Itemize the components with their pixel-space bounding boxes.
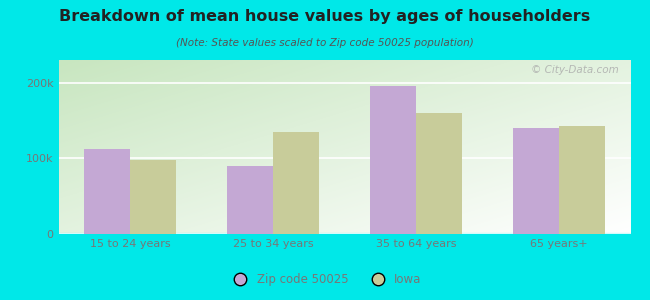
Bar bbox=[84, 149, 130, 234]
Text: (Note: State values scaled to Zip code 50025 population): (Note: State values scaled to Zip code 5… bbox=[176, 38, 474, 47]
Bar bbox=[227, 166, 273, 234]
Bar bbox=[514, 128, 559, 234]
Text: © City-Data.com: © City-Data.com bbox=[531, 65, 619, 75]
Bar bbox=[370, 86, 416, 234]
Legend: Zip code 50025, Iowa: Zip code 50025, Iowa bbox=[224, 269, 426, 291]
Bar bbox=[559, 126, 604, 234]
Bar bbox=[273, 132, 318, 234]
Bar bbox=[416, 113, 462, 234]
Bar bbox=[130, 160, 176, 234]
Text: Breakdown of mean house values by ages of householders: Breakdown of mean house values by ages o… bbox=[59, 9, 591, 24]
